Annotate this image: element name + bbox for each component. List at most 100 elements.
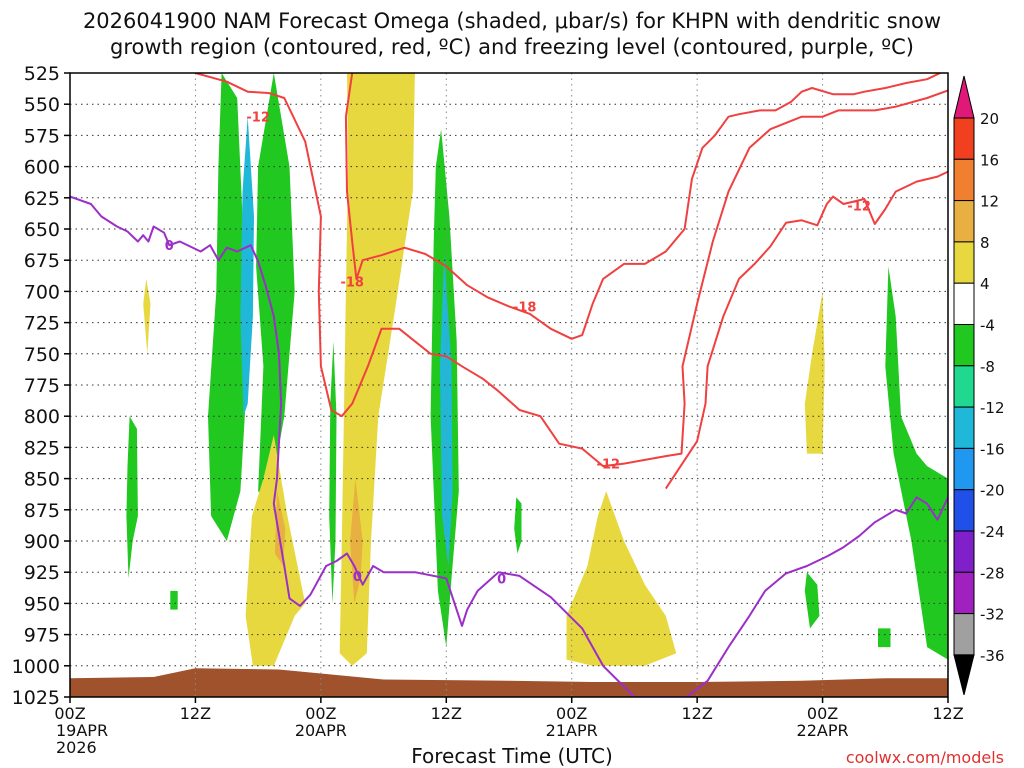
omega-region-ascent-small-c <box>170 590 178 610</box>
y-tick-label: 675 <box>24 250 60 272</box>
contour-label: -12 <box>597 458 621 473</box>
x-tick-label: 21APR <box>546 721 598 740</box>
x-tick-label: 20APR <box>295 721 347 740</box>
colorbar-swatch <box>953 489 975 532</box>
x-tick-label: 00Z <box>54 704 85 723</box>
y-tick-label: 600 <box>24 157 60 179</box>
colorbar-swatch <box>953 406 975 449</box>
y-axis: 525 550 575 600 625 650 675 700 725 750 775 800 825 8… <box>12 63 70 709</box>
omega-region-ascent-band-a <box>208 73 248 541</box>
credit-link[interactable]: coolwx.com/models <box>845 748 1004 767</box>
omega-region-ascent-small-d <box>804 572 820 629</box>
contour-label: -18 <box>513 300 537 315</box>
chart-title-line2: growth region (contoured, red, ºC) and f… <box>110 35 914 59</box>
contour-label: 0 <box>497 572 506 587</box>
chart-title-line1: 2026041900 NAM Forecast Omega (shaded, μ… <box>82 9 942 33</box>
y-tick-label: 575 <box>24 125 60 147</box>
y-tick-label: 950 <box>24 593 60 615</box>
colorbar-label: -16 <box>980 440 1005 458</box>
omega-region-ascent-band-b <box>256 73 295 504</box>
y-tick-label: 525 <box>24 63 60 85</box>
omega-region-ascent-band-e <box>885 266 948 660</box>
colorbar-swatch <box>953 241 975 284</box>
y-tick-label: 625 <box>24 188 60 210</box>
y-tick-label: 650 <box>24 219 60 241</box>
x-tick-label: 12Z <box>932 704 963 723</box>
y-tick-label: 725 <box>24 313 60 335</box>
omega-region-descent-small-b <box>143 278 151 354</box>
x-tick-label: 22APR <box>797 721 849 740</box>
colorbar-bottom-arrow <box>953 654 975 696</box>
x-tick-label: 2026 <box>56 738 97 757</box>
colorbar-swatch <box>953 282 975 326</box>
colorbar-label: -8 <box>980 358 995 376</box>
contour-label: 0 <box>353 570 362 585</box>
colorbar-label: -12 <box>980 399 1005 417</box>
colorbar-swatch <box>953 200 975 243</box>
colorbar-label: 4 <box>980 275 990 293</box>
colorbar: 20 16 12 8 4 -4 -8 -12 -16 -20 -24 -28 -32 -36 <box>953 75 1005 696</box>
colorbar-label: -24 <box>980 523 1005 541</box>
contour-dgz-minus18 <box>344 73 943 340</box>
contour-label: -18 <box>340 275 364 290</box>
contour-label: -12 <box>246 111 270 126</box>
colorbar-swatch <box>953 117 975 160</box>
y-tick-label: 825 <box>24 437 60 459</box>
colorbar-label: 8 <box>980 234 990 252</box>
colorbar-label: -20 <box>980 482 1005 500</box>
colorbar-swatch <box>953 158 975 202</box>
colorbar-top-arrow <box>953 75 975 119</box>
x-tick-label: 12Z <box>681 704 712 723</box>
omega-region-descent-small-c <box>804 291 825 454</box>
contour-label: 0 <box>165 239 174 254</box>
colorbar-swatch <box>953 613 975 656</box>
x-tick-label: 00Z <box>807 704 838 723</box>
y-tick-label: 875 <box>24 500 60 522</box>
colorbar-swatch <box>953 365 975 408</box>
x-axis-label: Forecast Time (UTC) <box>411 744 613 768</box>
omega-region-ascent-small-e <box>878 628 891 648</box>
colorbar-swatch <box>953 324 975 367</box>
omega-region-ascent-small-a <box>126 416 138 579</box>
x-tick-label: 12Z <box>431 704 462 723</box>
colorbar-label: -32 <box>980 606 1005 624</box>
gridlines <box>70 73 948 697</box>
contour-dgz-minus12-lower <box>664 170 948 490</box>
y-tick-label: 700 <box>24 281 60 303</box>
contour-lines <box>70 73 948 697</box>
colorbar-label: -28 <box>980 564 1005 582</box>
colorbar-label: 16 <box>980 151 999 169</box>
colorbar-swatch <box>953 447 975 491</box>
y-tick-label: 1000 <box>12 656 60 678</box>
x-tick-label: 00Z <box>305 704 336 723</box>
contour-label: -12 <box>847 199 871 214</box>
omega-region-descent-core-b <box>274 491 286 566</box>
colorbar-label: 20 <box>980 110 999 128</box>
colorbar-label: -36 <box>980 647 1005 665</box>
y-tick-label: 800 <box>24 406 60 428</box>
y-tick-label: 750 <box>24 344 60 366</box>
x-tick-label: 00Z <box>556 704 587 723</box>
colorbar-swatch <box>953 571 975 615</box>
contour-freezing-level <box>70 195 948 697</box>
contour-labels: -12 -18 -18 -12 -12 0 0 0 <box>165 111 871 588</box>
omega-region-ascent-small-b <box>514 497 522 554</box>
contour-dgz-minus12-upper <box>195 73 948 468</box>
y-tick-label: 550 <box>24 94 60 116</box>
omega-region-descent-band-b <box>566 491 677 666</box>
y-tick-label: 775 <box>24 375 60 397</box>
omega-shading <box>70 73 948 697</box>
y-tick-label: 900 <box>24 531 60 553</box>
x-tick-label: 12Z <box>180 704 211 723</box>
omega-region-ascent-core-a <box>240 116 254 417</box>
y-tick-label: 975 <box>24 625 60 647</box>
y-tick-label: 925 <box>24 562 60 584</box>
y-tick-label: 850 <box>24 469 60 491</box>
colorbar-swatch <box>953 530 975 573</box>
x-tick-label: 19APR <box>56 721 108 740</box>
colorbar-label: -4 <box>980 317 995 335</box>
colorbar-label: 12 <box>980 193 999 211</box>
y-tick-label: 1025 <box>12 687 60 709</box>
